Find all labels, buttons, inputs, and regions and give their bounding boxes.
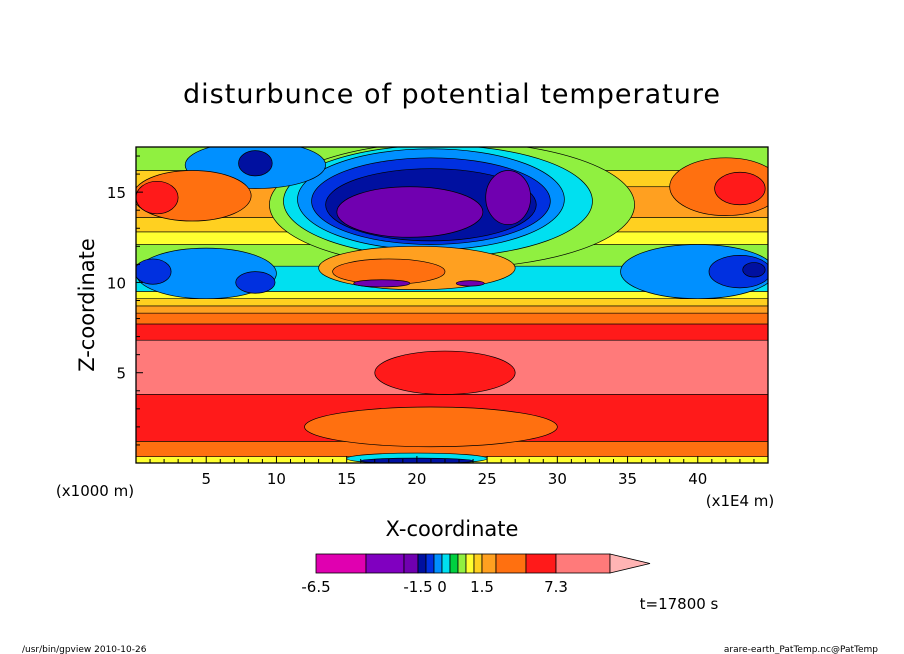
plot-area [136,147,768,463]
contour-region-21 [353,279,411,288]
colorbar-tick-label: 1.5 [470,578,494,596]
colorbar [315,553,651,574]
y-axis: 5 10 15 [107,155,143,446]
contour-band-6 [136,305,768,314]
chart-title: disturbunce of potential temperature [183,79,721,110]
colorbar-ticks: -6.5 -1.5 0 1.5 7.3 [301,578,568,596]
colorbar-tick-label: -1.5 [403,578,432,596]
colorbar-segment [525,553,557,574]
contour-band-4 [136,323,768,341]
y-axis-label: Z-coordinate [75,238,99,372]
x-tick-label: 10 [267,470,286,488]
y-axis-unit: (x1000 m) [56,482,134,500]
x-tick-label: 30 [548,470,567,488]
colorbar-segment [403,553,419,574]
x-tick-label: 40 [688,470,707,488]
colorbar-segment [473,553,483,574]
colorbar-segment [465,553,475,574]
contour-region-14 [136,258,172,285]
contour-region-22 [455,280,485,287]
contour-region-18 [742,262,766,278]
contour-region-12 [136,180,179,215]
x-tick-label: 20 [407,470,426,488]
y-tick-label: 10 [107,274,126,292]
x-axis-label: X-coordinate [386,517,519,541]
contour-region-15 [235,271,276,294]
contour-band-5 [136,312,768,325]
colorbar-segment [555,553,611,574]
footer-left: /usr/bin/gpview 2010-10-26 [22,645,147,654]
x-tick-label: 25 [478,470,497,488]
colorbar-segment [433,553,443,574]
colorbar-segment [457,553,467,574]
colorbar-segment [315,553,367,574]
contour-region-10 [714,171,766,206]
colorbar-max-arrow [609,553,651,574]
colorbar-segment [441,553,451,574]
colorbar-segment [365,553,405,574]
x-axis: 5 10 15 20 25 30 35 40 [135,456,769,488]
x-tick-label: 35 [618,470,637,488]
x-tick-label: 5 [201,470,211,488]
colorbar-segment [481,553,497,574]
contour-region-8 [238,150,273,177]
contour-region-6 [485,170,531,225]
y-tick-label: 15 [107,184,126,202]
contour-region-23 [374,350,516,395]
colorbar-segment [495,553,527,574]
colorbar-segment [425,553,435,574]
contour-region-24 [304,406,558,448]
plot-frame [135,146,769,464]
x-tick-label: 15 [337,470,356,488]
colorbar-segment [449,553,459,574]
colorbar-tick-label: 0 [437,578,447,596]
colorbar-segment [417,553,427,574]
y-tick-label: 5 [116,365,126,383]
x-axis-unit: (x1E4 m) [706,492,775,510]
colorbar-tick-label: 7.3 [544,578,568,596]
contour-region-5 [336,186,484,238]
contour-band-7 [136,298,768,307]
colorbar-tick-label: -6.5 [301,578,330,596]
footer-right: arare-earth_PatTemp.nc@PatTemp [724,645,878,654]
time-label: t=17800 s [640,595,719,613]
